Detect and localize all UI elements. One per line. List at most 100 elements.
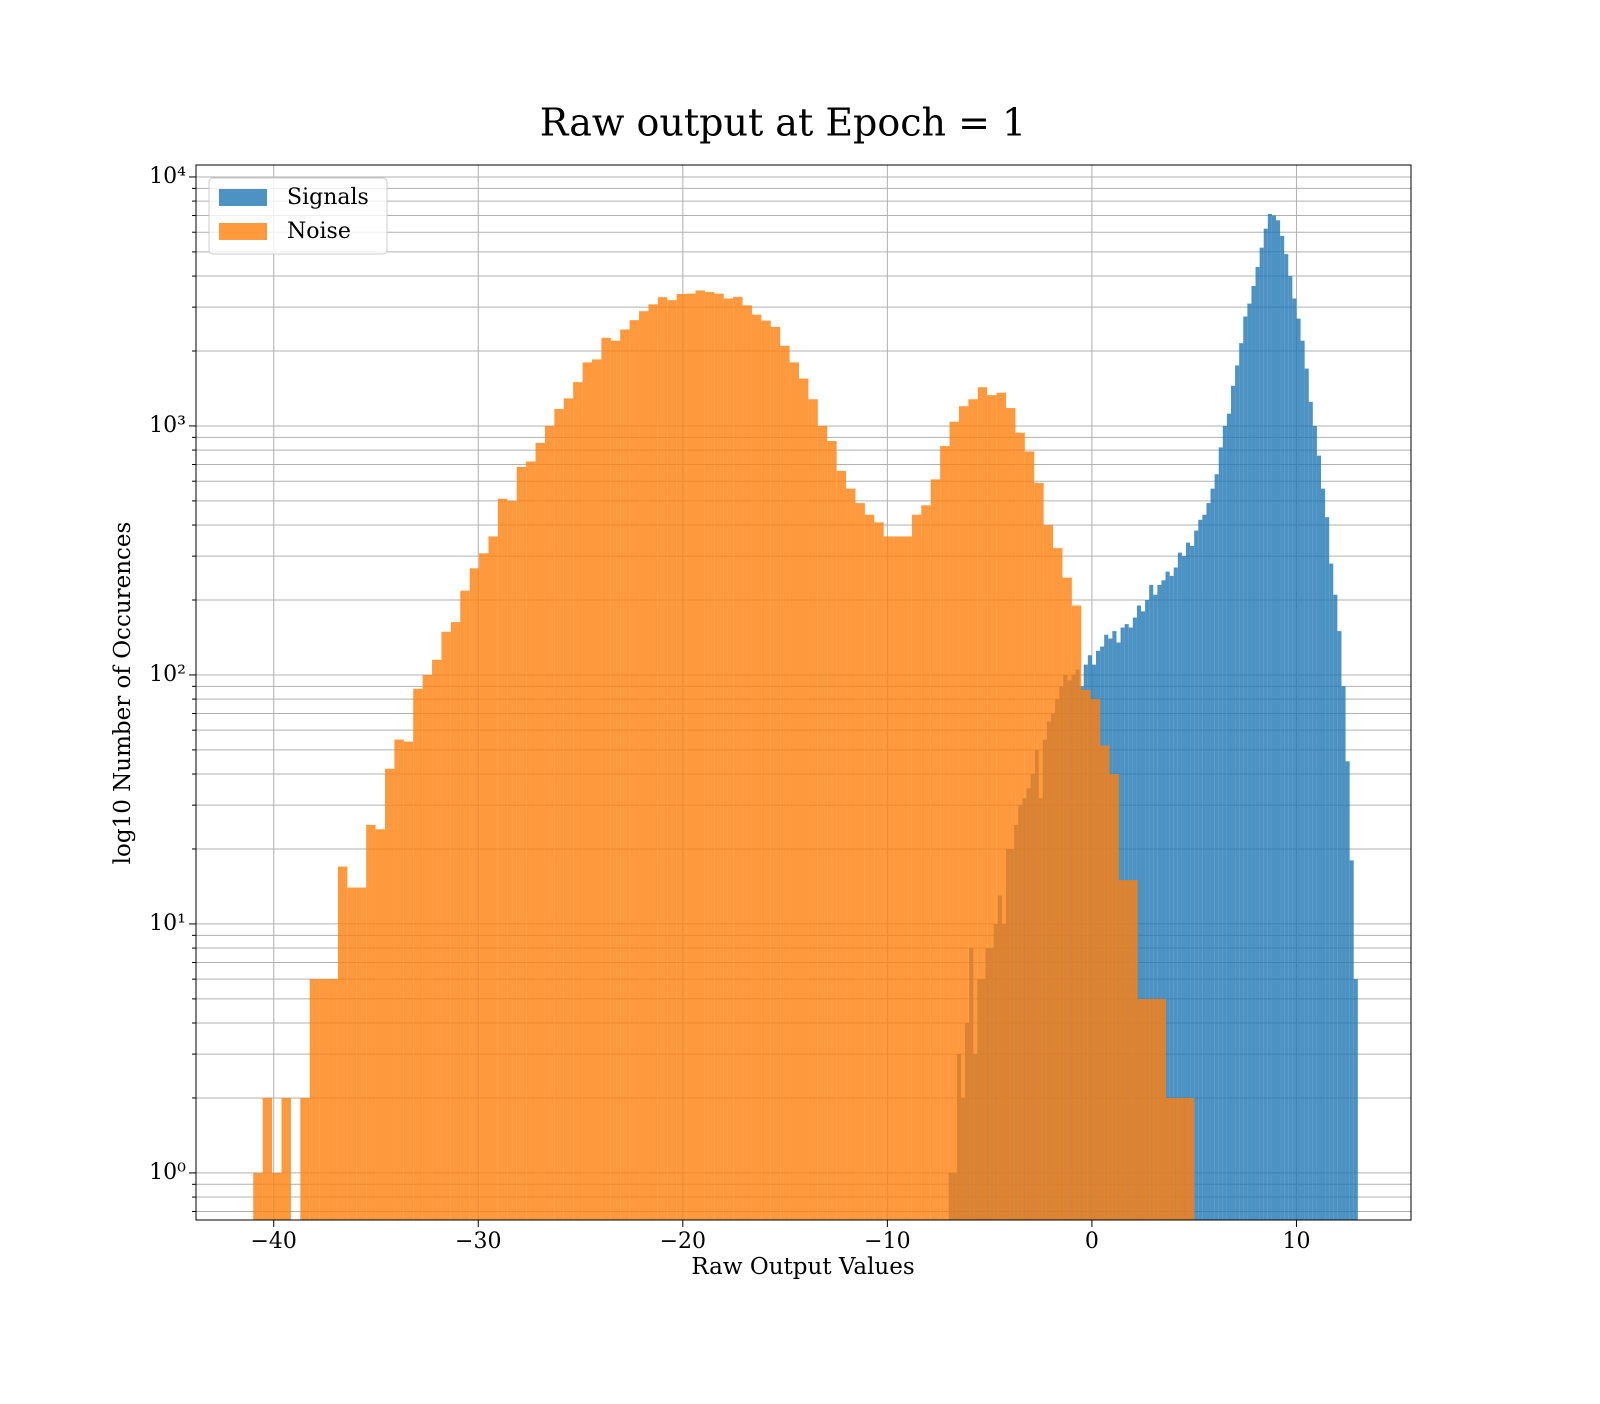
x-tick-label: 10: [1282, 1229, 1310, 1254]
x-tick-label: 0: [1085, 1229, 1099, 1254]
histogram-bar: [686, 293, 696, 1221]
histogram-bar: [479, 553, 489, 1220]
histogram-bar: [1173, 567, 1178, 1220]
histogram-bar: [911, 514, 922, 1220]
histogram-bar: [272, 1172, 282, 1220]
histogram-bar: [1345, 761, 1350, 1220]
x-axis-label: Raw Output Values: [691, 1254, 914, 1280]
histogram-bar: [770, 326, 781, 1220]
histogram-bar: [1165, 1097, 1176, 1220]
histogram-bar: [977, 387, 988, 1221]
histogram-bar: [375, 829, 385, 1220]
histogram-bar: [1255, 266, 1260, 1220]
y-axis-label: log10 Number of Occurences: [110, 522, 136, 865]
histogram-bar: [883, 536, 894, 1220]
histogram-bar: [639, 311, 649, 1221]
histogram-bar: [893, 536, 903, 1220]
histogram-bar: [1165, 571, 1170, 1220]
histogram-bar: [902, 536, 912, 1220]
histogram-bar: [526, 461, 536, 1221]
x-tick-label: −30: [455, 1229, 501, 1254]
histogram-bar: [1186, 542, 1191, 1220]
histogram-bar: [356, 887, 367, 1220]
histogram-bar: [1312, 425, 1317, 1220]
histogram-bar: [592, 359, 602, 1220]
histogram-bar: [1231, 385, 1236, 1220]
histogram-bar: [1015, 432, 1025, 1221]
histogram-bar: [751, 314, 762, 1220]
histogram-bar: [1141, 611, 1146, 1220]
histogram-bar: [817, 425, 828, 1220]
histogram-bar: [714, 293, 724, 1221]
histogram-bar: [422, 674, 433, 1220]
histogram-bar: [676, 293, 687, 1220]
histogram-bar: [1316, 455, 1321, 1220]
histogram-bar: [1169, 575, 1174, 1220]
chart-title: Raw output at Epoch = 1: [540, 101, 1026, 145]
histogram-bar: [488, 536, 498, 1220]
histogram-bar: [1353, 979, 1358, 1220]
histogram-bar: [328, 979, 338, 1220]
axes: −40 −30 −20 −10 0 10 10⁰ 10¹ 10² 10³ 10⁴: [149, 164, 1412, 1254]
histogram-bar: [1271, 215, 1276, 1220]
histogram-bar: [1214, 474, 1219, 1220]
histogram-bar: [1222, 425, 1227, 1220]
legend-swatch: [219, 223, 267, 240]
histogram-bar: [1109, 774, 1119, 1220]
histogram-bar: [309, 979, 320, 1220]
histogram-bar: [1147, 998, 1157, 1220]
histogram-bar: [704, 292, 715, 1221]
histogram-bar: [535, 442, 545, 1221]
histogram-bar: [1329, 563, 1334, 1220]
histogram-bar: [1235, 365, 1240, 1221]
histogram-bar: [657, 297, 668, 1220]
histogram-bar: [582, 362, 592, 1220]
histogram-bar: [1128, 880, 1138, 1220]
histogram-bar: [1137, 998, 1148, 1220]
x-tick-label: −20: [660, 1229, 706, 1254]
histogram-bar: [1136, 605, 1141, 1220]
histogram-bar: [432, 659, 442, 1220]
histogram-bar: [554, 408, 564, 1221]
histogram-bar: [450, 622, 461, 1220]
histogram-bar: [300, 1097, 310, 1220]
histogram-bar: [620, 329, 630, 1220]
histogram-bar: [319, 979, 329, 1220]
histogram-bar: [1081, 690, 1091, 1220]
histogram-bar: [1280, 235, 1285, 1221]
histogram-bar: [874, 522, 884, 1220]
histogram-bar: [460, 590, 470, 1220]
histogram-bar: [1153, 594, 1158, 1220]
histogram-bar: [1292, 298, 1297, 1220]
histogram-bar: [1156, 998, 1166, 1220]
histogram-bar: [1341, 686, 1346, 1220]
plot-frame: [195, 164, 1412, 1221]
histogram-bar: [1218, 447, 1223, 1220]
histogram-bar: [1062, 577, 1072, 1220]
histogram-bar: [1276, 220, 1281, 1220]
histogram-bar: [1157, 584, 1162, 1220]
histogram-bar: [629, 320, 640, 1220]
histogram-bar: [1184, 1097, 1195, 1220]
histogram-bar: [544, 425, 555, 1220]
histogram-bar: [921, 505, 931, 1220]
histogram-bar: [1100, 745, 1110, 1220]
histogram-bar: [262, 1097, 273, 1220]
y-tick-label: 10³: [149, 413, 186, 438]
histogram-bar: [1181, 556, 1186, 1220]
histogram-bar: [1325, 517, 1330, 1220]
histogram-bar: [1263, 228, 1268, 1221]
y-tick-label: 10¹: [149, 911, 186, 936]
histogram-bar: [695, 290, 705, 1220]
histogram-bar: [1304, 368, 1309, 1220]
legend-label: Noise: [287, 219, 351, 244]
histogram-bar: [1190, 545, 1195, 1220]
histogram-bar: [1321, 488, 1326, 1220]
histogram-bar: [827, 441, 837, 1220]
histogram-bar: [667, 300, 677, 1220]
histogram-bar: [1300, 340, 1305, 1220]
histogram-bar: [1210, 488, 1215, 1220]
histogram-bar: [1175, 1097, 1185, 1220]
bars: [253, 213, 1358, 1221]
